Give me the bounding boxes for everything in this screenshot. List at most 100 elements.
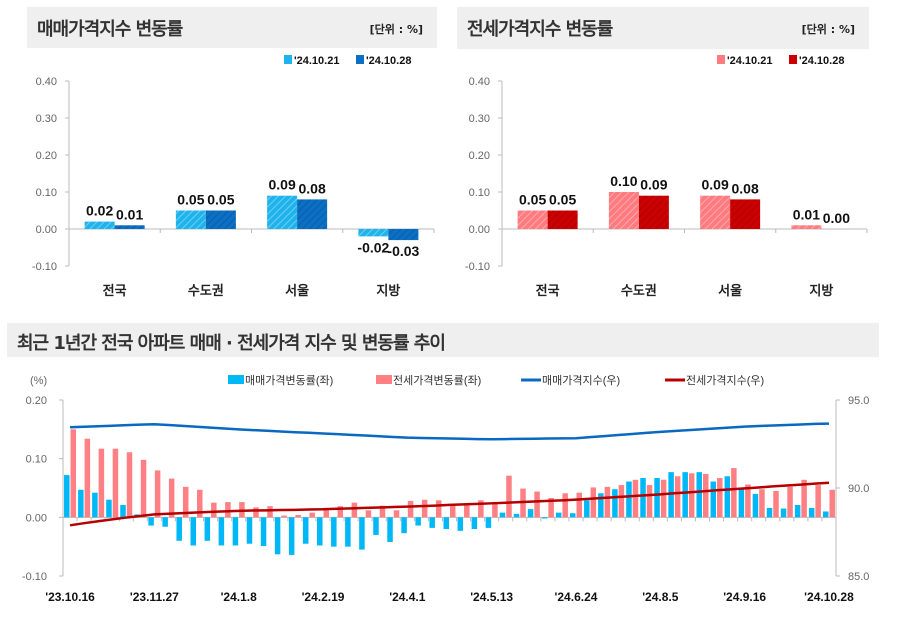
- jeonse-change-bar: [478, 500, 484, 518]
- legend-label: 전세가격변동률(좌): [393, 374, 481, 387]
- jeonse-chart-title: 전세가격지수 변동률: [467, 19, 613, 40]
- jeonse-change-bar: [717, 478, 723, 518]
- sale-change-bar: [443, 517, 449, 530]
- sale-change-bar: [766, 507, 773, 518]
- jeonse-change-bar: [464, 503, 470, 518]
- sale-change-bar: [598, 493, 604, 518]
- sale-data-label: 0.09: [269, 177, 296, 193]
- sale-change-bar: [541, 517, 548, 519]
- sale-change-bar: [64, 475, 70, 518]
- sale-change-bar: [654, 478, 660, 518]
- sale-change-bar: [485, 517, 492, 528]
- sale-change-bar: [682, 472, 688, 518]
- jeonse-change-bar: [646, 485, 653, 518]
- jeonse-bar-hatch: [638, 195, 669, 229]
- jeonse-category-label: 서울: [718, 283, 742, 298]
- sale-y-tick-label: 0.30: [36, 113, 57, 125]
- left-y-tick-label: -0.10: [22, 571, 47, 583]
- jeonse-y-tick-label: 0.20: [469, 150, 490, 162]
- sale-category-label: 전국: [103, 283, 127, 298]
- jeonse-data-label: 0.09: [702, 177, 729, 193]
- sale-bar-hatch: [388, 229, 419, 241]
- jeonse-change-bar: [632, 479, 639, 518]
- sale-change-bar: [176, 517, 182, 541]
- jeonse-bar-hatch: [608, 192, 639, 229]
- sale-change-bar: [499, 512, 506, 518]
- sale-legend-label: '24.10.21: [294, 55, 339, 67]
- sale-data-label: 0.01: [116, 206, 143, 222]
- jeonse-data-label: 0.05: [549, 192, 576, 208]
- jeonse-change-bar: [421, 499, 428, 518]
- jeonse-change-bar: [618, 485, 625, 518]
- jeonse-change-bar: [660, 479, 667, 518]
- jeonse-change-bar: [126, 452, 133, 518]
- sale-change-bar: [584, 500, 590, 518]
- jeonse-change-bar: [759, 489, 765, 518]
- jeonse-change-bar: [407, 500, 414, 518]
- jeonse-category-label: 전국: [536, 283, 560, 298]
- sale-change-bar: [232, 517, 239, 546]
- right-y-tick-label: 85.0: [848, 571, 869, 583]
- sale-y-tick-label: -0.10: [32, 261, 57, 273]
- jeonse-chart-header: 전세가격지수 변동률 [단위 : %]: [457, 7, 869, 49]
- jeonse-change-bar: [562, 493, 568, 518]
- x-tick-label: '23.10.16: [45, 590, 95, 604]
- sale-change-bar: [429, 517, 435, 528]
- jeonse-data-label: 0.05: [519, 192, 546, 208]
- jeonse-index-line: [69, 481, 830, 527]
- x-tick-label: '24.1.8: [221, 590, 258, 604]
- sale-change-bar: [710, 481, 717, 518]
- sale-y-tick-label: 0.00: [36, 224, 57, 236]
- legend-swatch: [228, 375, 244, 384]
- jeonse-data-label: 0.00: [823, 210, 850, 226]
- jeonse-bar-hatch: [730, 199, 761, 229]
- jeonse-change-bar: [801, 479, 807, 518]
- jeonse-change-bar: [98, 448, 105, 518]
- sale-change-bar: [246, 517, 253, 544]
- jeonse-data-label: 0.01: [793, 206, 820, 222]
- trend-chart-header: 최근 1년간 전국 아파트 매매 · 전세가격 지수 및 변동률 추이: [7, 323, 879, 357]
- sale-change-bar: [794, 505, 801, 518]
- jeonse-data-label: 0.08: [732, 180, 759, 196]
- jeonse-bar-hatch: [700, 195, 731, 229]
- sale-change-bar: [120, 505, 126, 518]
- jeonse-y-tick-label: -0.10: [465, 261, 490, 273]
- jeonse-change-bar: [70, 429, 77, 518]
- jeonse-change-bar: [590, 487, 597, 518]
- sale-change-bar: [218, 517, 225, 546]
- jeonse-change-bar: [492, 503, 498, 518]
- sale-y-tick-label: 0.10: [36, 187, 57, 199]
- sale-change-bar: [626, 481, 632, 518]
- jeonse-change-bar: [309, 512, 315, 518]
- jeonse-legend-swatch: [717, 55, 725, 64]
- sale-bar-hatch: [297, 199, 328, 229]
- jeonse-change-bar: [168, 478, 175, 518]
- jeonse-change-bar: [84, 438, 91, 518]
- jeonse-change-bar: [211, 502, 217, 518]
- sale-change-bar: [78, 489, 84, 518]
- right-y-tick-label: 90.0: [848, 483, 869, 495]
- x-tick-label: '24.10.28: [804, 590, 854, 604]
- left-y-tick-label: 0.20: [26, 395, 47, 407]
- jeonse-change-bar: [731, 468, 737, 518]
- right-y-tick-label: 95.0: [848, 395, 869, 407]
- sale-change-bar: [780, 508, 787, 518]
- x-tick-label: '23.11.27: [130, 590, 179, 604]
- jeonse-change-bar: [295, 514, 301, 518]
- x-tick-label: '24.4.1: [389, 590, 426, 604]
- sale-change-bar: [471, 517, 478, 530]
- sale-change-bar: [302, 517, 309, 544]
- sale-bar-hatch: [358, 229, 389, 237]
- jeonse-change-bar: [393, 510, 400, 518]
- sale-change-bar: [513, 513, 520, 518]
- jeonse-change-bar: [112, 448, 119, 518]
- sale-change-bar: [415, 517, 421, 526]
- jeonse-chart-unit: [단위 : %]: [801, 23, 855, 36]
- jeonse-y-tick-label: 0.30: [469, 113, 490, 125]
- sale-bar-hatch: [267, 195, 298, 229]
- jeonse-change-bar: [281, 515, 287, 518]
- jeonse-change-bar: [351, 502, 358, 518]
- sale-change-bar: [359, 517, 365, 550]
